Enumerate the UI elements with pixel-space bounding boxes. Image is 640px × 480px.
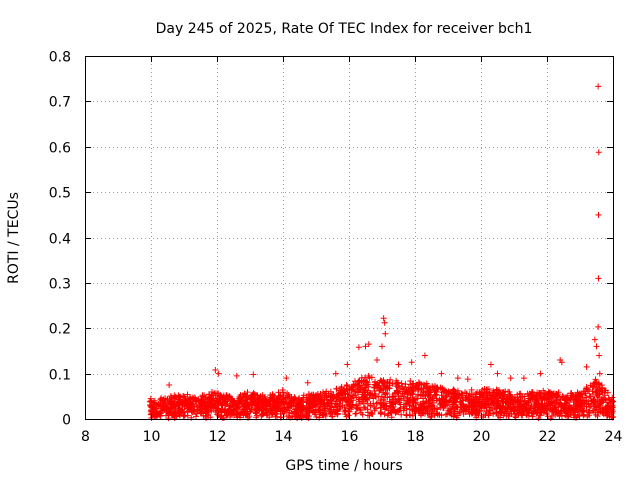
y-tick-label: 0.8 <box>49 50 71 66</box>
x-tick-label: 18 <box>407 429 425 445</box>
x-tick-label: 8 <box>81 429 90 445</box>
y-tick-label: 0.1 <box>49 368 71 384</box>
x-tick-label: 16 <box>341 429 359 445</box>
x-tick-label: 22 <box>539 429 557 445</box>
y-tick-label: 0.4 <box>49 232 71 248</box>
x-tick-label: 14 <box>275 429 293 445</box>
x-tick-label: 10 <box>143 429 161 445</box>
y-axis-label: ROTI / TECUs <box>6 192 22 284</box>
y-tick-label: 0.6 <box>49 141 71 157</box>
y-tick-label: 0 <box>62 413 71 429</box>
y-tick-label: 0.5 <box>49 186 71 202</box>
y-tick-label: 0.3 <box>49 277 71 293</box>
x-tick-label: 12 <box>209 429 227 445</box>
chart-title: Day 245 of 2025, Rate Of TEC Index for r… <box>156 21 533 37</box>
x-tick-label: 20 <box>473 429 491 445</box>
y-tick-label: 0.7 <box>49 95 71 111</box>
y-tick-label: 0.2 <box>49 322 71 338</box>
roti-scatter-chart: Day 245 of 2025, Rate Of TEC Index for r… <box>0 0 640 480</box>
x-axis-label: GPS time / hours <box>285 458 402 474</box>
x-tick-label: 24 <box>605 429 623 445</box>
